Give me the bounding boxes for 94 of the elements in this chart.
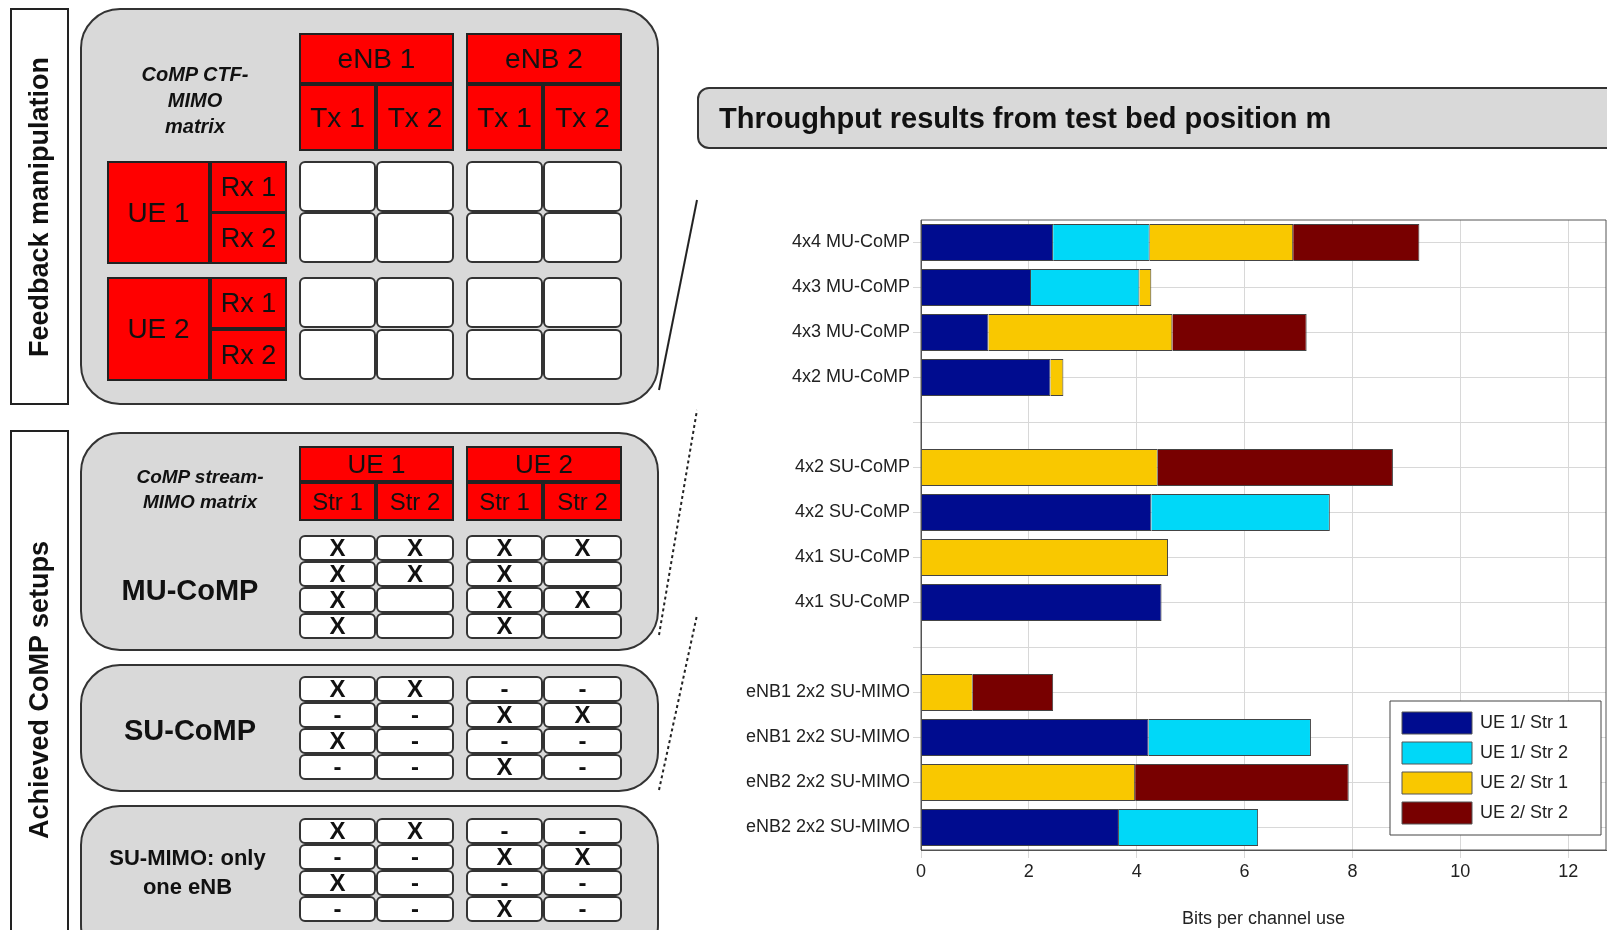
- text: X: [466, 586, 543, 613]
- text: -: [299, 843, 376, 870]
- text: eNB 1: [299, 33, 454, 84]
- text: -: [376, 843, 454, 870]
- legend-label: UE 1/ Str 2: [1480, 741, 1569, 762]
- text: X: [466, 843, 543, 870]
- y-tick-label: 4x3 MU-CoMP: [791, 321, 910, 342]
- text: UE 1: [299, 446, 454, 482]
- text: SU-MIMO: only one eNB: [108, 844, 267, 901]
- text: SU-CoMP: [122, 712, 258, 748]
- text: X: [543, 586, 622, 613]
- text: -: [376, 869, 454, 896]
- text: Str 2: [543, 482, 622, 521]
- text: -: [466, 817, 543, 844]
- text: -: [466, 675, 543, 702]
- x-tick-label: 8: [1347, 860, 1358, 881]
- text: X: [299, 675, 376, 702]
- text: -: [376, 895, 454, 922]
- text: -: [299, 701, 376, 728]
- x-axis-title: Bits per channel use: [1181, 908, 1346, 929]
- text: Feedback manipulation: [10, 8, 69, 405]
- text: X: [299, 586, 376, 613]
- text: -: [299, 753, 376, 780]
- text: -: [376, 753, 454, 780]
- text: X: [299, 869, 376, 896]
- text: Tx 1: [466, 84, 543, 151]
- text: -: [376, 727, 454, 754]
- x-tick-label: 12: [1558, 860, 1579, 881]
- text: Tx 2: [376, 84, 454, 151]
- text: Achieved CoMP setups: [10, 430, 69, 930]
- text: Str 2: [376, 482, 454, 521]
- text: X: [376, 675, 454, 702]
- text: X: [299, 817, 376, 844]
- text: CoMP stream-MIMO matrix: [135, 465, 265, 514]
- text: -: [299, 895, 376, 922]
- y-tick-label: 4x2 MU-CoMP: [791, 366, 910, 387]
- y-tick-label: 4x3 MU-CoMP: [791, 276, 910, 297]
- y-tick-label: eNB2 2x2 SU-MIMO: [745, 816, 910, 837]
- text: -: [543, 675, 622, 702]
- text: X: [299, 534, 376, 561]
- text: X: [376, 534, 454, 561]
- text: -: [543, 869, 622, 896]
- text: X: [299, 727, 376, 754]
- text: X: [543, 534, 622, 561]
- text: UE 2: [107, 277, 210, 381]
- x-tick-label: 2: [1023, 860, 1034, 881]
- text: X: [299, 612, 376, 639]
- y-tick-label: 4x2 SU-CoMP: [794, 456, 910, 477]
- y-tick-label: 4x2 SU-CoMP: [794, 501, 910, 522]
- text: UE 1: [107, 161, 210, 264]
- text: Tx 1: [299, 84, 376, 151]
- text: -: [543, 895, 622, 922]
- text: -: [466, 869, 543, 896]
- text: -: [543, 727, 622, 754]
- x-tick-label: 4: [1131, 860, 1142, 881]
- text: X: [299, 560, 376, 587]
- y-tick-label: 4x1 SU-CoMP: [794, 591, 910, 612]
- x-tick-label: 10: [1450, 860, 1471, 881]
- legend-label: UE 2/ Str 1: [1480, 771, 1569, 792]
- text: Rx 2: [210, 212, 287, 264]
- y-tick-label: 4x4 MU-CoMP: [791, 231, 910, 252]
- y-tick-label: eNB1 2x2 SU-MIMO: [745, 681, 910, 702]
- text: -: [543, 817, 622, 844]
- text: Rx 2: [210, 329, 287, 381]
- chart-title: Throughput results from test bed position m: [697, 87, 1607, 149]
- text: X: [466, 534, 543, 561]
- text: UE 2: [466, 446, 622, 482]
- text: eNB 2: [466, 33, 622, 84]
- text: X: [466, 560, 543, 587]
- x-tick-label: 6: [1239, 860, 1250, 881]
- y-tick-label: eNB2 2x2 SU-MIMO: [745, 771, 910, 792]
- text: -: [466, 727, 543, 754]
- text: X: [376, 560, 454, 587]
- text: CoMP CTF-MIMO matrix: [140, 62, 250, 139]
- text: Rx 1: [210, 161, 287, 213]
- text: Str 1: [466, 482, 543, 521]
- text: MU-CoMP: [120, 572, 260, 608]
- x-tick-label: 0: [915, 860, 927, 881]
- text: X: [466, 895, 543, 922]
- text: X: [466, 753, 543, 780]
- text: Tx 2: [543, 84, 622, 151]
- y-tick-label: 4x1 SU-CoMP: [794, 546, 910, 567]
- text: X: [466, 612, 543, 639]
- text: X: [376, 817, 454, 844]
- legend-label: UE 2/ Str 2: [1480, 801, 1569, 822]
- text: -: [543, 753, 622, 780]
- y-tick-label: eNB1 2x2 SU-MIMO: [745, 726, 910, 747]
- text: Str 1: [299, 482, 376, 521]
- text: X: [543, 843, 622, 870]
- text: X: [543, 701, 622, 728]
- text: X: [466, 701, 543, 728]
- text: -: [376, 701, 454, 728]
- legend-label: UE 1/ Str 1: [1480, 711, 1569, 732]
- text: Rx 1: [210, 277, 287, 329]
